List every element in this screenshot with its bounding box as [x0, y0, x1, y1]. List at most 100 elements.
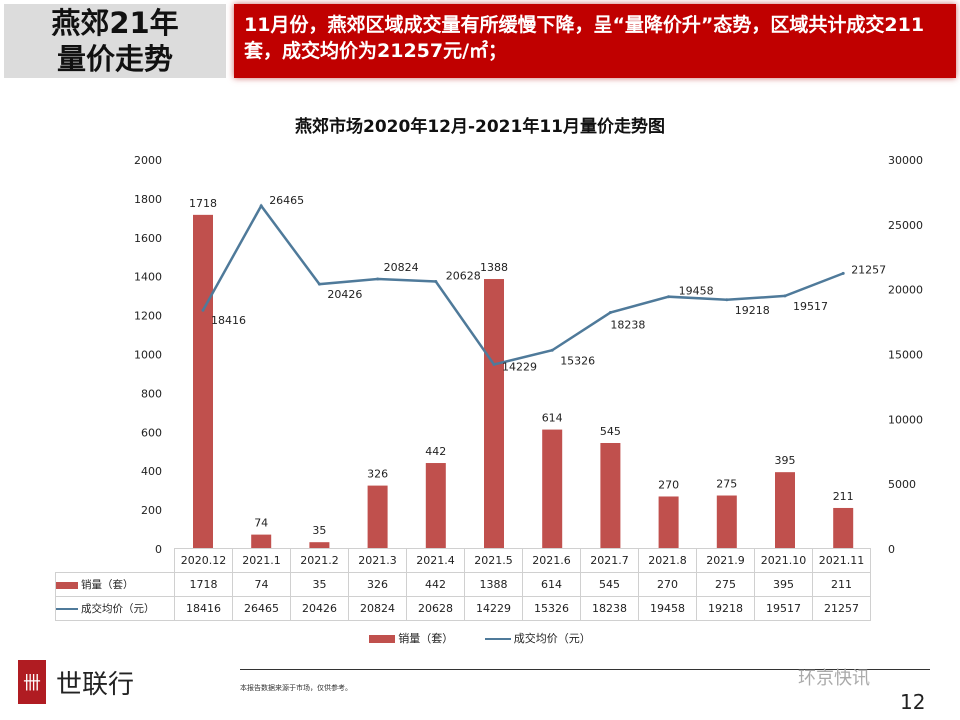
footer-divider — [240, 669, 930, 670]
bar-data-label: 270 — [658, 478, 679, 491]
brand-name: 世联行 — [56, 669, 135, 700]
table-cell-price: 15326 — [522, 596, 581, 621]
summary-banner: 11月份，燕郊区域成交量有所缓慢下降，呈“量降价升”态势，区域共计成交211套，… — [234, 4, 956, 78]
line-data-label: 19458 — [679, 285, 714, 298]
bar-data-label: 545 — [600, 425, 621, 438]
section-title: 燕郊21年 量价走势 — [4, 4, 226, 78]
line-data-label: 20824 — [384, 261, 419, 274]
category-label: 2021.3 — [348, 548, 407, 573]
legend-bar-swatch — [369, 635, 396, 643]
line-point — [667, 295, 671, 299]
table-cell-price: 20628 — [406, 596, 465, 621]
chart-title: 燕郊市场2020年12月-2021年11月量价走势图 — [295, 117, 665, 137]
left-axis-tick: 1800 — [134, 193, 162, 206]
series-label: 销量（套） — [81, 579, 134, 591]
line-point — [608, 311, 612, 315]
table-cell-price: 19458 — [638, 596, 697, 621]
left-axis-tick: 2000 — [134, 154, 162, 167]
category-label: 2021.6 — [522, 548, 581, 573]
table-cell-sales: 1388 — [464, 572, 523, 597]
bar-data-label: 395 — [775, 454, 796, 467]
left-axis-tick: 1000 — [134, 349, 162, 362]
table-cell-price: 20824 — [348, 596, 407, 621]
table-cell-price: 19517 — [754, 596, 813, 621]
bar-data-label: 35 — [312, 524, 326, 537]
title-line-1: 燕郊21年 — [51, 6, 179, 40]
right-axis-tick: 5000 — [888, 478, 916, 491]
bar — [193, 214, 213, 549]
right-axis-tick: 20000 — [888, 284, 923, 297]
page-number: 12 — [900, 690, 926, 714]
table-cell-sales: 395 — [754, 572, 813, 597]
bar-data-label: 211 — [833, 490, 854, 503]
line-point — [201, 308, 205, 312]
price-line — [201, 203, 844, 366]
bar-data-label: 1388 — [480, 261, 508, 274]
title-line-2: 量价走势 — [56, 42, 173, 76]
category-label: 2021.9 — [696, 548, 755, 573]
line-point — [317, 282, 321, 286]
category-label: 2021.4 — [406, 548, 465, 573]
line-data-label: 18416 — [211, 314, 246, 327]
legend-label: 成交均价（元） — [513, 632, 591, 645]
right-axis-tick: 25000 — [888, 219, 923, 232]
right-axis-tick: 0 — [888, 543, 895, 556]
category-label: 2021.8 — [638, 548, 697, 573]
bar-data-label: 275 — [716, 478, 737, 491]
line-point — [550, 348, 554, 352]
brand-logo: 卌 世联行 — [18, 660, 134, 704]
left-axis-tick: 0 — [155, 543, 162, 556]
line-swatch — [56, 608, 78, 610]
table-cell-sales: 74 — [232, 572, 291, 597]
watermark: 环京快讯 — [798, 668, 870, 689]
left-axis-tick: 200 — [141, 504, 162, 517]
bar — [775, 472, 795, 549]
bar — [833, 507, 854, 549]
category-label: 2021.11 — [812, 548, 871, 573]
row-header-price: 成交均价（元） — [55, 596, 175, 621]
category-label: 2021.5 — [464, 548, 523, 573]
table-cell-sales: 614 — [522, 572, 581, 597]
table-cell-price: 21257 — [812, 596, 871, 621]
right-axis-tick: 10000 — [888, 413, 923, 426]
category-label: 2020.12 — [174, 548, 233, 573]
table-cell-sales: 326 — [348, 572, 407, 597]
line-point — [841, 271, 845, 275]
line-point — [783, 294, 787, 298]
line-point — [434, 280, 438, 284]
line-data-label: 20426 — [327, 288, 362, 301]
table-cell-sales: 442 — [406, 572, 465, 597]
left-axis-tick: 800 — [141, 387, 162, 400]
line-point — [376, 277, 380, 281]
table-cell-price: 18238 — [580, 596, 639, 621]
table-cell-price: 20426 — [290, 596, 349, 621]
line-point — [492, 362, 496, 366]
bar — [658, 496, 679, 549]
line-data-label: 21257 — [851, 263, 886, 276]
table-cell-price: 26465 — [232, 596, 291, 621]
logo-icon: 卌 — [18, 660, 46, 704]
left-axis-tick: 1200 — [134, 310, 162, 323]
series-label: 成交均价（元） — [81, 603, 155, 615]
bar — [716, 495, 737, 549]
bar — [367, 485, 388, 549]
bar-data-label: 1718 — [189, 197, 217, 210]
line-data-label: 18238 — [610, 319, 645, 332]
line-data-label: 20628 — [446, 270, 481, 283]
bar — [600, 442, 621, 549]
table-cell-sales: 211 — [812, 572, 871, 597]
line-data-label: 26465 — [269, 194, 304, 207]
line-data-label: 19517 — [793, 300, 828, 313]
legend-label: 销量（套） — [398, 632, 454, 645]
bar — [309, 542, 330, 549]
table-cell-sales: 275 — [696, 572, 755, 597]
left-axis-tick: 1600 — [134, 232, 162, 245]
bar — [542, 429, 563, 549]
table-cell-sales: 1718 — [174, 572, 233, 597]
line-point — [259, 204, 263, 208]
row-header-sales: 销量（套） — [55, 572, 175, 597]
line-data-label: 14229 — [502, 360, 537, 373]
table-cell-sales: 270 — [638, 572, 697, 597]
bar-data-label: 74 — [254, 517, 268, 530]
legend-item-sales: 销量（套） — [369, 632, 453, 645]
